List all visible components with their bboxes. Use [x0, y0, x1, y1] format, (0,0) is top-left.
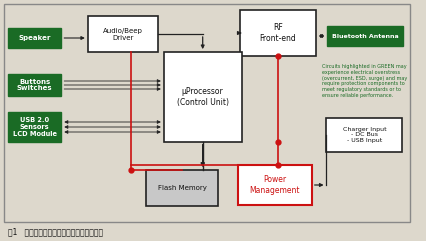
Bar — [146, 170, 218, 206]
Text: 图1   表现通用型便携式医疗器械的电路框图: 图1 表现通用型便携式医疗器械的电路框图 — [8, 228, 103, 236]
Text: Bluetooth Antenna: Bluetooth Antenna — [332, 33, 399, 39]
Text: Audio/Beep
Driver: Audio/Beep Driver — [103, 27, 143, 40]
Text: μProcessor
(Control Unit): μProcessor (Control Unit) — [177, 87, 229, 107]
Bar — [326, 118, 403, 152]
Bar — [238, 165, 312, 205]
Text: Power
Management: Power Management — [250, 175, 300, 195]
Bar — [240, 10, 316, 56]
Bar — [328, 26, 403, 46]
Bar — [88, 16, 158, 52]
Text: Speaker: Speaker — [18, 35, 51, 41]
Bar — [8, 74, 61, 96]
Text: RF
Front-end: RF Front-end — [259, 23, 296, 43]
Bar — [164, 52, 242, 142]
Bar — [8, 28, 61, 48]
Text: Flash Memory: Flash Memory — [158, 185, 207, 191]
Bar — [8, 112, 61, 142]
Text: Charger Input
- DC Bus
- USB Input: Charger Input - DC Bus - USB Input — [343, 127, 386, 143]
Text: Buttons
Switches: Buttons Switches — [17, 79, 52, 92]
Text: Circuits highlighted in GREEN may
experience electrical overstress
(overcurrent,: Circuits highlighted in GREEN may experi… — [322, 64, 407, 98]
Text: USB 2.0
Sensors
LCD Module: USB 2.0 Sensors LCD Module — [13, 117, 57, 137]
